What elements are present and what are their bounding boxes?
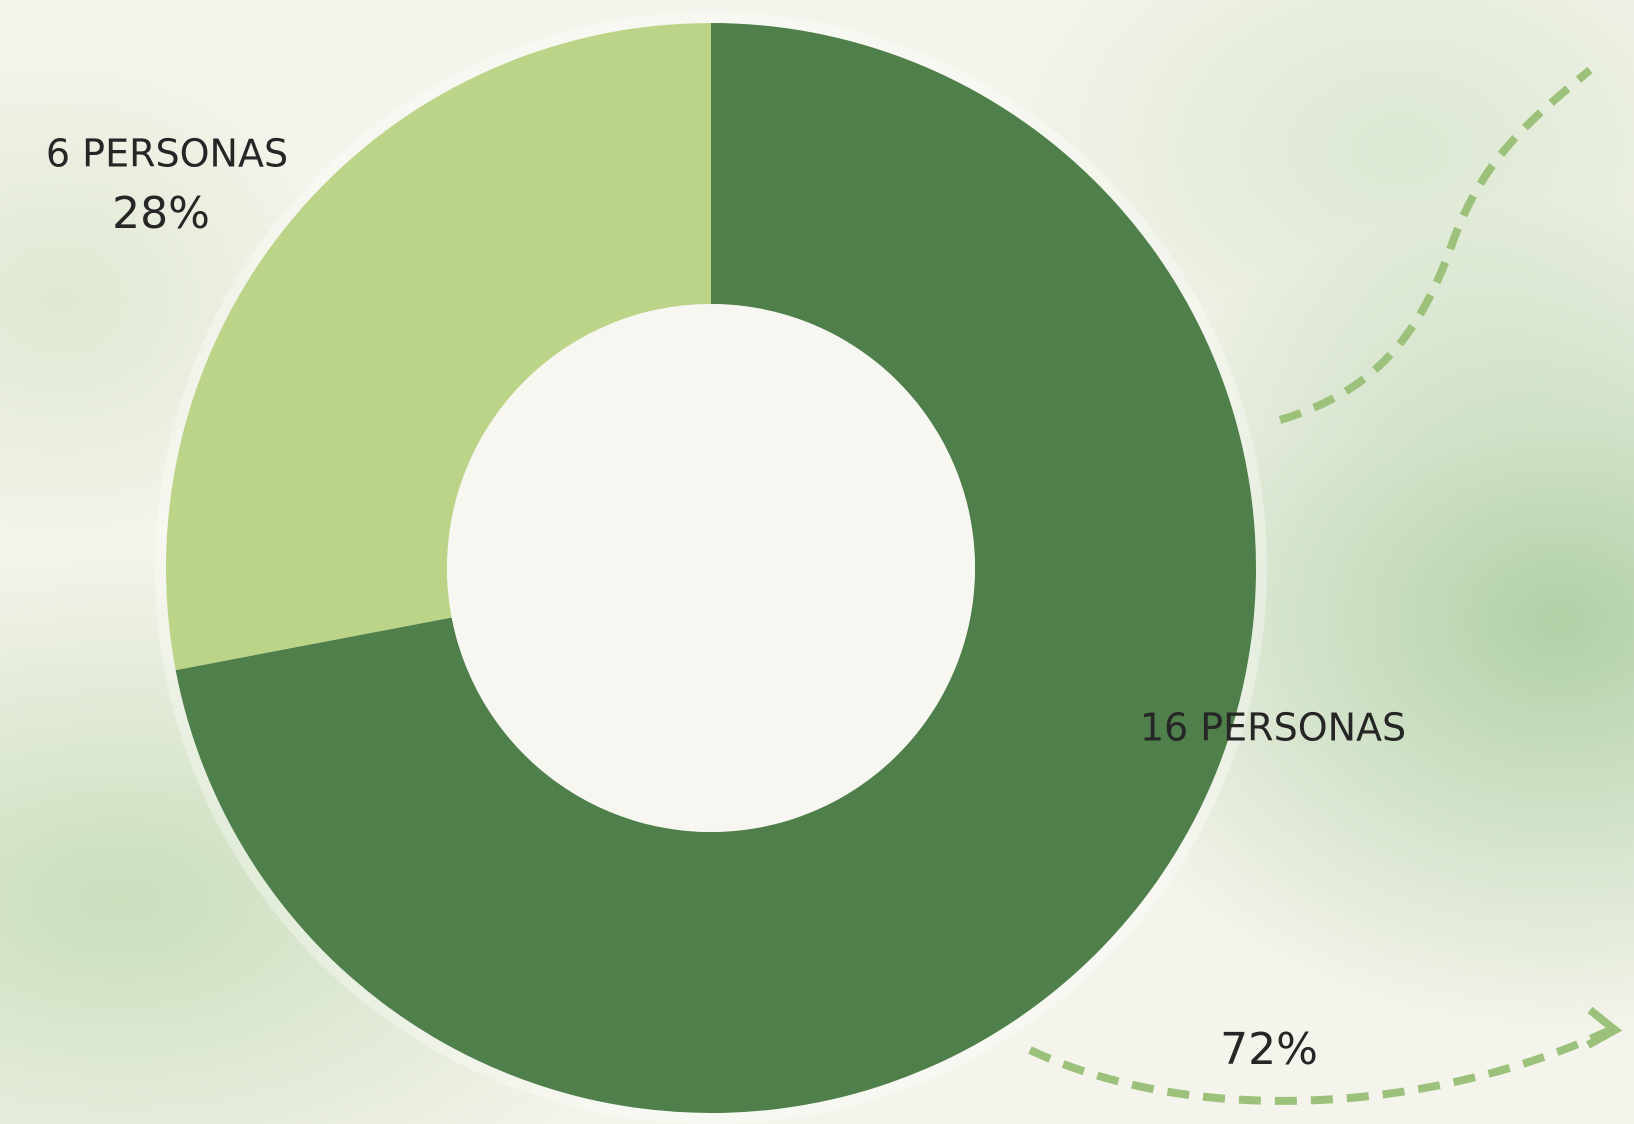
donut-slice [165, 23, 711, 671]
slice-label: 6 PERSONAS [46, 132, 288, 176]
donut-slice [175, 23, 1256, 1113]
donut-hole [447, 304, 975, 832]
donut [165, 23, 1256, 1113]
decoration-arrow [1278, 66, 1593, 424]
slice-label: 16 PERSONAS [1140, 706, 1406, 750]
decoration-arrowhead [1586, 1006, 1623, 1049]
decoration-arrow [1028, 1026, 1612, 1105]
slice-value-label: 72% [1220, 1024, 1318, 1075]
slice-value-label: 28% [112, 188, 210, 239]
